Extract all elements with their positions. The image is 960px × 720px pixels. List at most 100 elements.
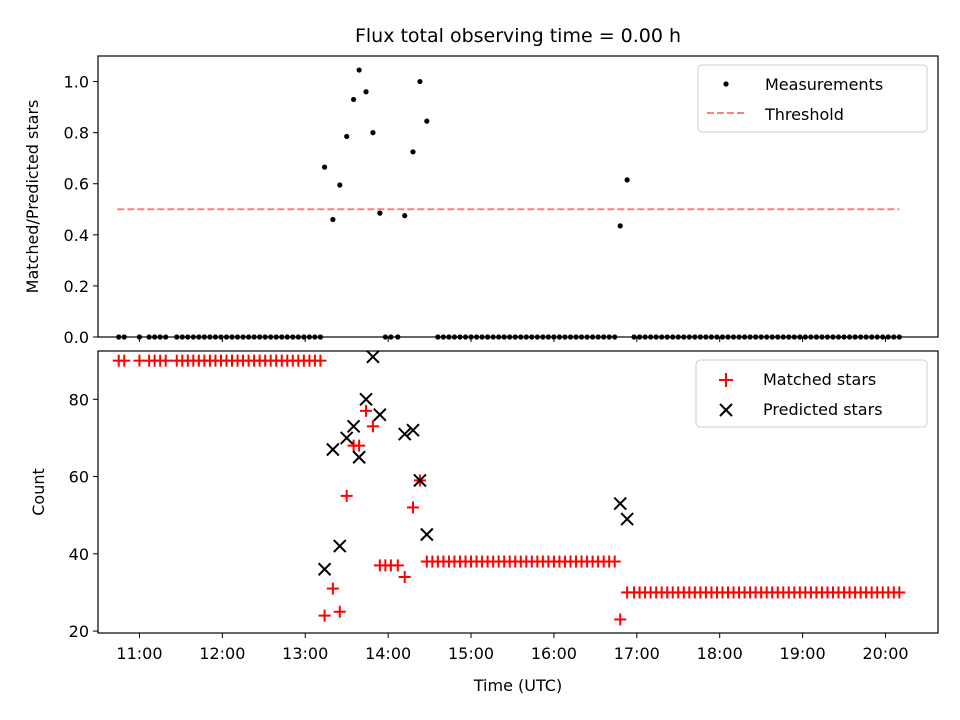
measurement-point [584, 334, 590, 340]
measurement-point [869, 334, 875, 340]
measurement-point [417, 78, 423, 85]
measurement-point [245, 334, 252, 340]
measurement-point [670, 334, 676, 340]
measurement-point [424, 118, 430, 124]
measurement-point [606, 334, 612, 340]
measurement-point [223, 334, 230, 340]
x-tick-label: 13:00 [282, 644, 328, 663]
x-axis-label: Time (UTC) [473, 676, 562, 695]
predicted-star-point [333, 539, 347, 553]
measurement-point [136, 334, 143, 340]
measurement-point [545, 334, 551, 340]
measurement-point [891, 334, 897, 340]
ratio-y-tick-label: 0.4 [64, 226, 89, 245]
measurement-point [824, 334, 831, 340]
matched-star-point [159, 354, 172, 367]
measurement-point [556, 334, 563, 340]
measurement-point [858, 334, 864, 340]
measurement-point [725, 334, 731, 340]
measurement-point [507, 334, 513, 340]
count-y-axis-label: Count [29, 468, 48, 516]
measurement-point [350, 96, 357, 103]
measurement-point [451, 334, 458, 340]
measurement-point [573, 334, 579, 340]
legend-predicted-label: Predicted stars [763, 400, 883, 419]
measurement-point [874, 334, 880, 340]
measurement-point [268, 334, 274, 340]
measurement-point [719, 334, 726, 340]
measurement-point [402, 213, 408, 219]
measurement-point [382, 334, 388, 340]
legend-threshold-label: Threshold [764, 105, 844, 124]
measurement-point [435, 334, 441, 340]
measurement-point [617, 223, 623, 229]
matched-star-point [353, 439, 366, 452]
predicted-star-point [398, 427, 412, 441]
matched-star-point [326, 582, 339, 595]
measurement-point [163, 334, 169, 340]
measurement-point [830, 334, 836, 340]
measurement-point [648, 334, 654, 340]
predicted-star-point [317, 562, 332, 576]
measurement-point [410, 149, 416, 155]
legend-measurements-marker [723, 81, 729, 87]
measurement-point [675, 334, 681, 340]
ratio-panel: 0.0 0.2 0.4 0.6 0.8 1.0 Matched/Predicted sta… [23, 55, 939, 347]
measurement-point [284, 334, 290, 340]
chart-title: Flux total observing time = 0.00 h [355, 25, 681, 47]
measurement-point [846, 334, 853, 340]
measurement-point [207, 334, 213, 340]
measurement-point [703, 334, 709, 340]
ratio-legend: Measurements Threshold [697, 64, 928, 133]
measurement-point [290, 334, 296, 340]
legend-measurements-label: Measurements [765, 75, 883, 94]
count-y-tick-label: 20 [69, 622, 89, 641]
measurement-point [863, 334, 869, 340]
predicted-star-point [346, 419, 361, 434]
measurement-point [578, 334, 585, 340]
matched-star-point [614, 613, 627, 626]
predicted-star-point [613, 496, 627, 511]
ratio-legend-box [697, 64, 928, 133]
measurement-point [562, 334, 568, 340]
measurement-point [631, 334, 637, 340]
measurement-point [681, 334, 687, 340]
legend-matched-label: Matched stars [763, 370, 876, 389]
measurement-point [659, 334, 665, 340]
measurement-point [692, 334, 698, 340]
measurement-point [157, 334, 163, 340]
measurement-point [802, 334, 808, 340]
matched-star-point [340, 489, 353, 502]
measurement-point [201, 334, 207, 340]
measurement-point [395, 334, 401, 340]
ratio-y-tick-label: 1.0 [64, 73, 89, 92]
measurement-point [337, 182, 343, 188]
measurement-point [229, 334, 235, 340]
measurement-point [462, 334, 469, 340]
x-tick-label: 16:00 [531, 644, 577, 663]
measurement-point [301, 334, 307, 340]
measurement-point [257, 334, 263, 340]
x-tick-label: 12:00 [199, 644, 245, 663]
measurement-point [457, 334, 463, 340]
count-y-tick-label: 60 [69, 468, 89, 487]
x-tick-label: 19:00 [780, 644, 826, 663]
measurement-point [370, 130, 376, 136]
measurement-point [388, 334, 394, 340]
measurement-point [780, 334, 786, 340]
matched-star-point [314, 354, 327, 367]
measurement-point [312, 334, 318, 340]
predicted-star-point [339, 431, 354, 445]
matched-star-point [318, 609, 331, 622]
measurement-point [753, 334, 759, 340]
measurement-point [321, 164, 328, 170]
measurement-point [590, 334, 596, 340]
x-tick-label: 14:00 [365, 644, 411, 663]
measurement-point [295, 334, 301, 340]
ratio-y-tick-label: 0.6 [64, 175, 89, 194]
measurement-point [377, 210, 383, 216]
ratio-y-tick-label: 0.8 [64, 124, 89, 143]
x-tick-label: 15:00 [448, 644, 494, 663]
measurement-point [485, 334, 491, 340]
